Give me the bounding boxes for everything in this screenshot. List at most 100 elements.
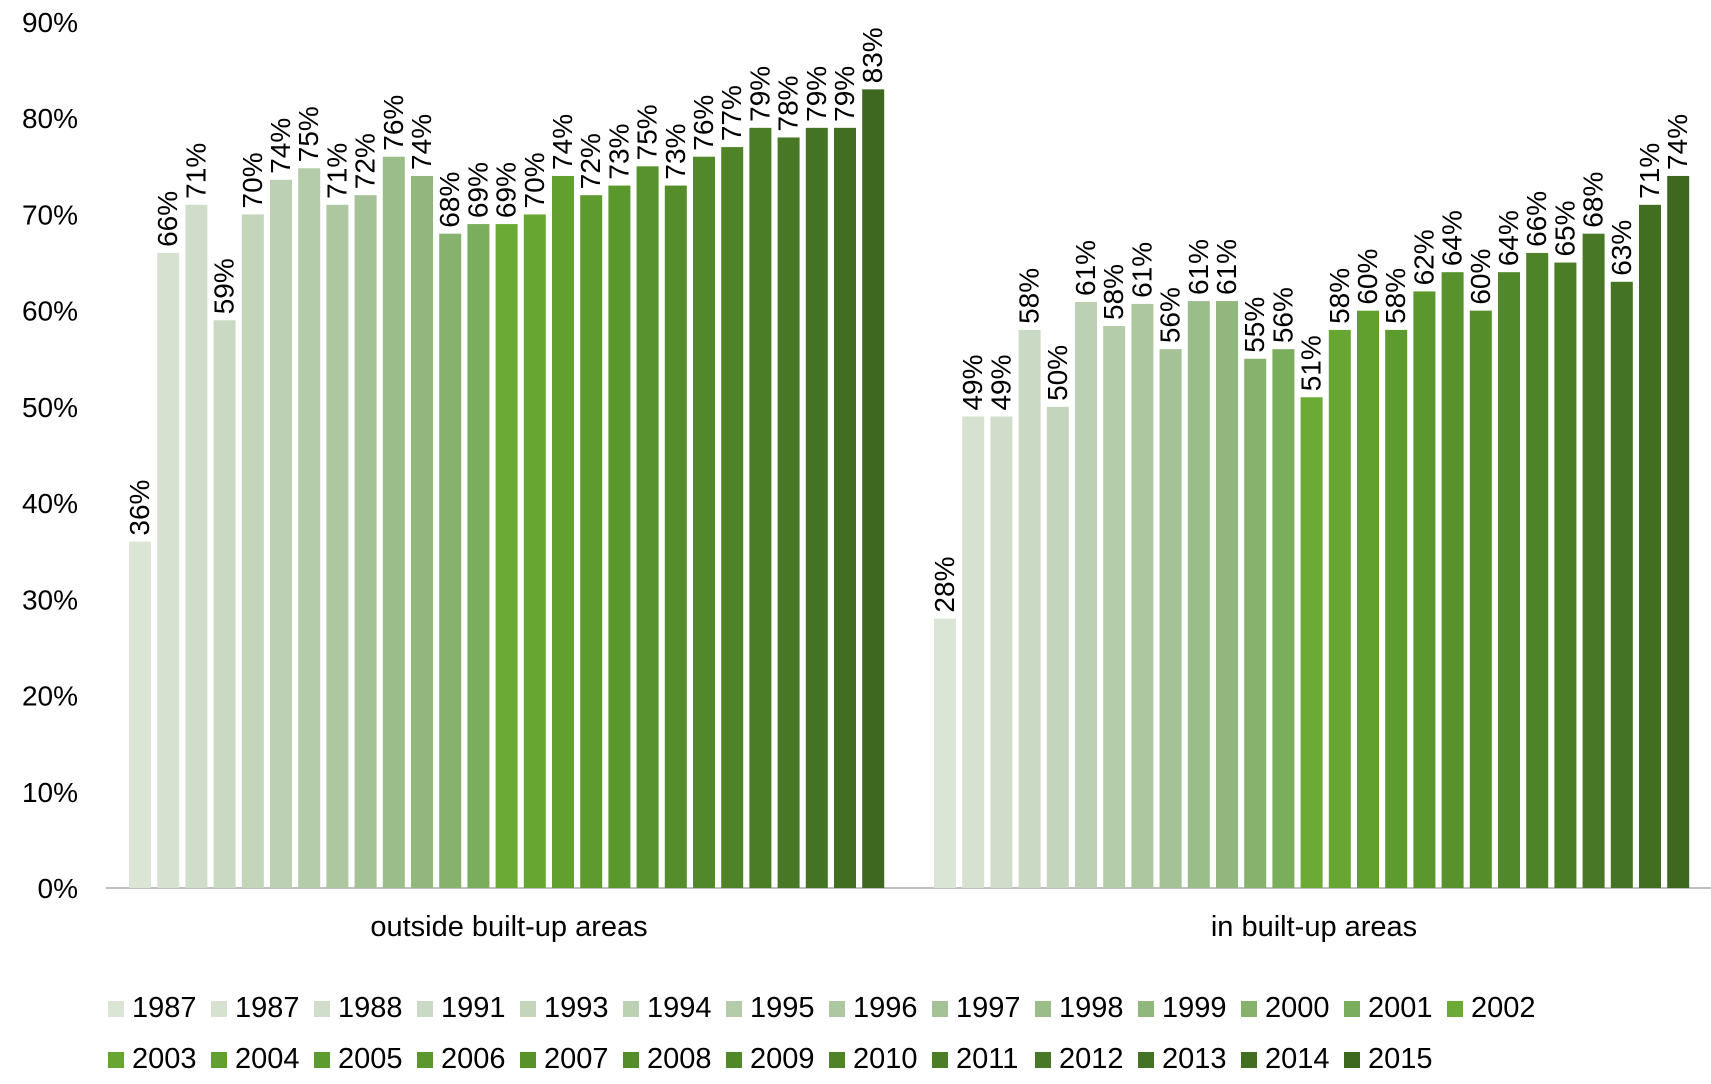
legend-swatch <box>1138 1001 1154 1017</box>
data-label: 58% <box>1324 268 1355 324</box>
data-label: 28% <box>929 557 960 613</box>
legend-label: 2013 <box>1162 1043 1227 1075</box>
data-label: 56% <box>1267 287 1298 343</box>
legend-label: 2002 <box>1471 992 1536 1024</box>
legend-label: 2011 <box>956 1043 1018 1075</box>
y-tick-label: 30% <box>22 584 78 615</box>
bar <box>1272 349 1295 889</box>
legend-label: 2010 <box>853 1043 918 1075</box>
bar <box>1328 329 1351 888</box>
legend-label: 2009 <box>750 1043 815 1075</box>
legend-swatch <box>932 1001 948 1017</box>
legend-swatch <box>417 1052 433 1068</box>
bar <box>1300 397 1323 888</box>
y-axis: 0% 10% 20% 30% 40% 50% 60% 70% 80% 90% <box>22 7 78 904</box>
data-label: 60% <box>1465 249 1496 305</box>
legend-item: 2009 <box>726 1043 815 1075</box>
legend-swatch <box>726 1001 742 1017</box>
legend-item: 1998 <box>1035 992 1124 1024</box>
data-label: 61% <box>1211 239 1242 295</box>
bar <box>862 89 885 889</box>
bar <box>1357 310 1379 889</box>
legend-swatch <box>1447 1001 1463 1017</box>
data-label: 73% <box>603 124 634 180</box>
data-label: 76% <box>378 95 409 151</box>
bar <box>1159 349 1182 889</box>
legend-label: 2003 <box>132 1043 197 1075</box>
y-tick-label: 10% <box>22 777 78 808</box>
data-label: 61% <box>1183 239 1214 295</box>
legend-item: 2011 <box>932 1043 1018 1075</box>
data-label: 69% <box>462 162 493 218</box>
bar <box>382 156 405 888</box>
bar <box>185 204 208 889</box>
data-label: 79% <box>829 66 860 122</box>
legend-label: 1991 <box>441 992 506 1024</box>
data-label: 64% <box>1437 210 1468 266</box>
legend-label: 2014 <box>1265 1043 1330 1075</box>
bar <box>934 618 956 888</box>
bar <box>580 195 603 888</box>
bar <box>1469 310 1492 889</box>
bar <box>1216 301 1238 888</box>
y-tick-label: 80% <box>22 103 78 134</box>
legend-label: 1996 <box>853 992 918 1024</box>
legend-item: 2004 <box>211 1043 300 1075</box>
bar <box>439 233 462 888</box>
category-label: outside built-up areas <box>370 911 647 943</box>
category-labels: outside built-up areas in built-up areas <box>370 911 1417 943</box>
legend-swatch <box>108 1052 124 1068</box>
bar <box>1498 272 1520 889</box>
legend-swatch <box>211 1052 227 1068</box>
data-label: 61% <box>1070 240 1101 296</box>
legend-swatch <box>1035 1052 1051 1068</box>
y-tick-label: 50% <box>22 392 78 423</box>
data-label: 36% <box>124 480 155 536</box>
legend-item: 1997 <box>932 992 1021 1024</box>
data-label: 62% <box>1408 229 1439 285</box>
data-label: 51% <box>1296 335 1327 391</box>
legend-swatch <box>1344 1001 1360 1017</box>
bars <box>129 89 1690 889</box>
bar <box>1018 329 1041 888</box>
y-tick-label: 60% <box>22 296 78 327</box>
data-label: 70% <box>237 152 268 208</box>
bar <box>721 147 744 889</box>
bar <box>1582 233 1605 888</box>
data-label: 58% <box>1098 264 1129 320</box>
data-label: 77% <box>716 85 747 141</box>
bar <box>1526 252 1549 888</box>
bar <box>693 156 715 888</box>
bar <box>1610 281 1633 888</box>
bar <box>805 127 828 889</box>
data-label: 71% <box>1634 143 1665 199</box>
legend-swatch <box>520 1052 536 1068</box>
legend-item: 2010 <box>829 1043 918 1075</box>
category-label: in built-up areas <box>1211 911 1417 943</box>
bar <box>777 137 800 888</box>
data-label: 69% <box>491 162 522 218</box>
legend-label: 2000 <box>1265 992 1330 1024</box>
legend-swatch <box>520 1001 536 1017</box>
data-label: 56% <box>1155 287 1186 343</box>
legend-item: 2005 <box>314 1043 403 1075</box>
bar <box>552 175 574 888</box>
bar <box>1103 326 1126 888</box>
data-label: 74% <box>265 118 296 174</box>
bar <box>495 224 518 889</box>
data-label: 71% <box>321 143 352 199</box>
bar <box>129 541 151 888</box>
data-label: 74% <box>1662 114 1693 170</box>
data-label: 59% <box>209 258 240 314</box>
legend-swatch <box>1344 1052 1360 1068</box>
legend-label: 1994 <box>647 992 712 1024</box>
bar <box>1441 272 1464 889</box>
bar <box>411 175 433 888</box>
legend-label: 2006 <box>441 1043 506 1075</box>
data-label: 68% <box>1578 172 1609 228</box>
data-label: 83% <box>857 27 888 83</box>
legend-item: 1995 <box>726 992 815 1024</box>
legend-item: 1987 <box>211 992 300 1024</box>
legend-swatch <box>108 1001 124 1017</box>
data-label: 75% <box>632 104 663 160</box>
